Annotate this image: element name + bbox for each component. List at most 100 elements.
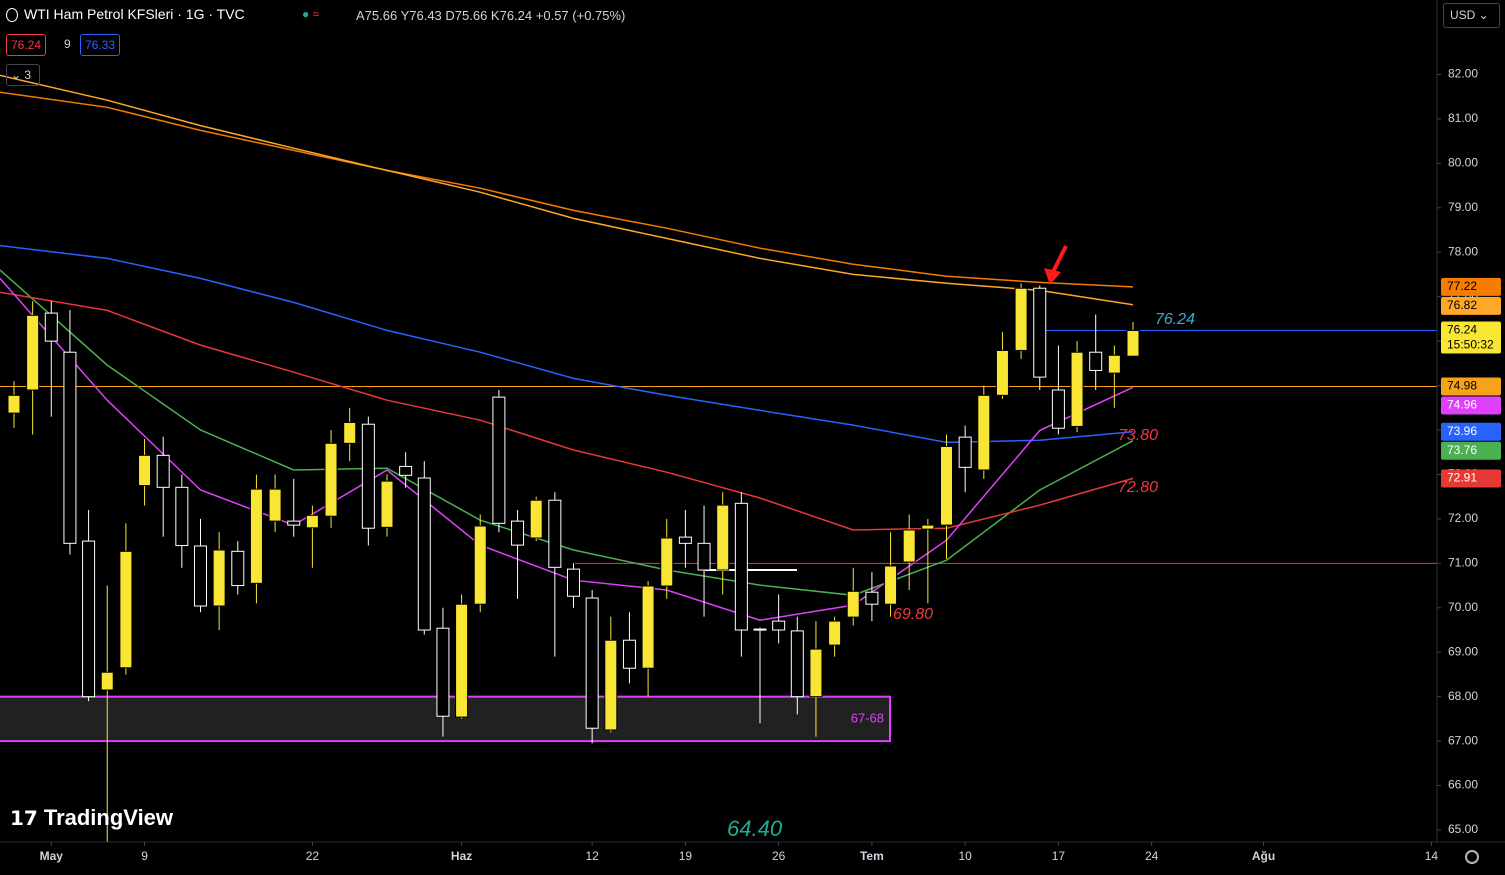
collapsed-count: 3 bbox=[24, 68, 32, 82]
price-tag-bg bbox=[1441, 422, 1501, 441]
x-tick-label: 9 bbox=[141, 849, 148, 863]
candle-body bbox=[305, 514, 319, 529]
annotation: 76.24 bbox=[1155, 311, 1195, 328]
buy-price[interactable]: 76.33 bbox=[80, 34, 121, 56]
price-tag-bg bbox=[1441, 277, 1501, 296]
indicators-toggle[interactable]: ⌄ 3 bbox=[6, 64, 40, 86]
candle-body bbox=[361, 423, 375, 529]
moving-average bbox=[0, 269, 1134, 597]
candle-body bbox=[492, 396, 506, 524]
annotation: 69.80 bbox=[893, 606, 933, 623]
price-tag-label: 77.22 bbox=[1447, 279, 1477, 293]
price-tag-label: 74.96 bbox=[1447, 398, 1477, 412]
currency-button[interactable]: USD ⌄ bbox=[1443, 3, 1500, 28]
symbol-title: WTI Ham Petrol KFSleri · 1G · TVC bbox=[6, 6, 245, 23]
y-tick-label: 68.00 bbox=[1448, 689, 1478, 703]
candle-body bbox=[231, 550, 245, 587]
candle-body bbox=[138, 454, 152, 487]
logo: 𝟭𝟳 TradingView bbox=[10, 805, 174, 830]
ohlc-line: A75.66 Y76.43 D75.66 K76.24 +0.57 (+0.75… bbox=[356, 8, 625, 23]
candle-body bbox=[529, 499, 543, 539]
candle-body bbox=[585, 597, 599, 729]
price-tag-label: 73.96 bbox=[1447, 424, 1477, 438]
zone-label: 67-68 bbox=[851, 710, 884, 725]
y-tick-label: 71.00 bbox=[1448, 556, 1478, 570]
x-tick-label: 22 bbox=[306, 849, 320, 863]
candle-body bbox=[473, 525, 487, 605]
x-tick-label: 24 bbox=[1145, 849, 1159, 863]
candle-body bbox=[212, 549, 226, 607]
candle-body bbox=[249, 488, 263, 584]
price-tag-bg bbox=[1441, 321, 1501, 354]
candle-body bbox=[865, 591, 879, 605]
candle-body bbox=[622, 639, 636, 669]
sell-price[interactable]: 76.24 bbox=[6, 34, 47, 56]
candle-body bbox=[1070, 351, 1084, 427]
price-tag-label: 76.24 bbox=[1447, 323, 1477, 337]
moving-average bbox=[0, 244, 1134, 444]
candle-body bbox=[380, 480, 394, 528]
logo-text: TradingView bbox=[43, 805, 174, 830]
candle-body bbox=[511, 520, 525, 546]
candle-body bbox=[939, 445, 953, 526]
icon bbox=[6, 8, 18, 23]
candle-body bbox=[1033, 287, 1047, 378]
y-tick-label: 82.00 bbox=[1448, 67, 1478, 81]
moving-average bbox=[0, 291, 1134, 531]
price-tag-bg bbox=[1441, 469, 1501, 488]
price-tag: 72.91 bbox=[1441, 469, 1501, 488]
currency: USD bbox=[1450, 8, 1476, 22]
x-tick-label: Haz bbox=[451, 849, 472, 863]
candle-body bbox=[809, 648, 823, 698]
candle-body bbox=[1107, 354, 1121, 374]
candle-body bbox=[828, 620, 842, 646]
candle-body bbox=[1051, 389, 1065, 429]
price-tag-bg bbox=[1441, 296, 1501, 315]
candle-body bbox=[921, 524, 935, 530]
candle-body bbox=[455, 603, 469, 718]
candle-body bbox=[343, 421, 357, 444]
price-tag-label: 74.98 bbox=[1447, 379, 1477, 393]
candle-body bbox=[1089, 351, 1103, 371]
candle-body bbox=[753, 628, 767, 631]
price-tag: 73.76 bbox=[1441, 441, 1501, 460]
x-tick-label: Tem bbox=[860, 849, 884, 863]
y-tick-label: 67.00 bbox=[1448, 733, 1478, 747]
candle-body bbox=[175, 486, 189, 547]
countdown: 15:50:32 bbox=[1447, 338, 1494, 352]
y-tick-label: 70.00 bbox=[1448, 600, 1478, 614]
candle-body bbox=[734, 502, 748, 631]
candle-body bbox=[7, 394, 21, 414]
symbol: WTI Ham Petrol KFSleri · 1G · TVC bbox=[24, 6, 245, 22]
candle-body bbox=[995, 349, 1009, 396]
y-tick-label: 69.00 bbox=[1448, 644, 1478, 658]
y-tick-label: 81.00 bbox=[1448, 111, 1478, 125]
candle-body bbox=[44, 312, 58, 342]
y-tick-label: 78.00 bbox=[1448, 244, 1478, 258]
annotation: 73.80 bbox=[1118, 427, 1158, 444]
candle-body bbox=[566, 568, 580, 597]
x-tick-label: 17 bbox=[1052, 849, 1066, 863]
candle-body bbox=[790, 630, 804, 698]
candle-body bbox=[772, 620, 786, 631]
price-tag: 73.96 bbox=[1441, 422, 1501, 441]
candle-body bbox=[660, 537, 674, 587]
x-tick-label: 14 bbox=[1425, 849, 1439, 863]
candle-body bbox=[417, 477, 431, 631]
candle-body bbox=[100, 671, 114, 691]
candle-body bbox=[119, 550, 133, 669]
candle-body bbox=[26, 314, 40, 391]
change: +0.57 (+0.75%) bbox=[535, 8, 626, 23]
candle-body bbox=[1014, 287, 1028, 351]
settings-icon[interactable] bbox=[1465, 850, 1479, 864]
price-tag-label: 72.91 bbox=[1447, 471, 1477, 485]
y-tick-label: 79.00 bbox=[1448, 200, 1478, 214]
candle-body bbox=[1126, 329, 1140, 357]
y-tick-label: 80.00 bbox=[1448, 156, 1478, 170]
candle-body bbox=[641, 585, 655, 669]
x-tick-label: May bbox=[40, 849, 64, 863]
annotation: 64.40 bbox=[727, 816, 783, 841]
